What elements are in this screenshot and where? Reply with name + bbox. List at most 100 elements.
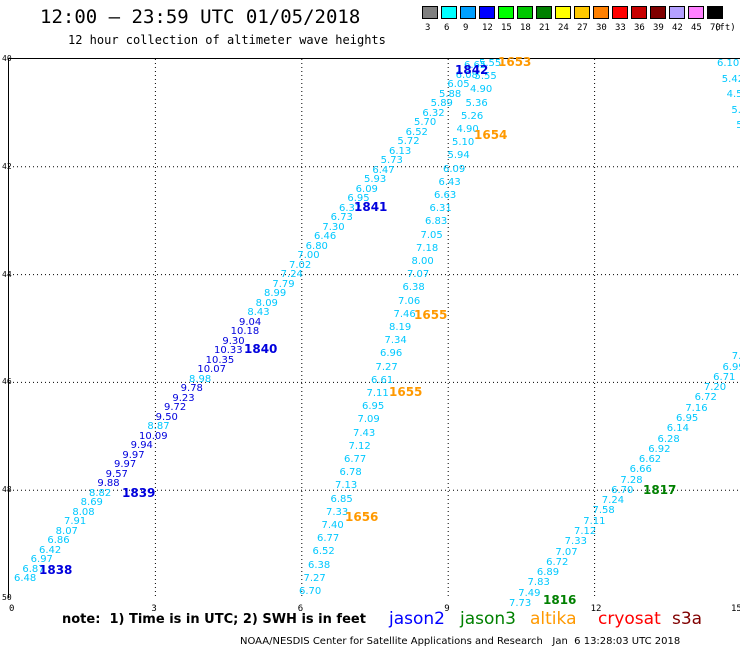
wave-height-label: 6.71 xyxy=(713,371,736,383)
pass-number-label: 1654 xyxy=(474,128,508,142)
wave-height-label: 9.88 xyxy=(97,478,120,489)
wave-height-label: 7.83 xyxy=(527,577,550,589)
wave-height-label: 8.43 xyxy=(247,307,270,318)
wave-height-label: 6.73 xyxy=(330,212,353,223)
wave-height-label: 5.55 xyxy=(479,58,502,69)
wave-height-label: 7.07 xyxy=(407,269,430,281)
wave-height-label: 7.83 xyxy=(731,351,740,363)
wave-height-label: 7.11 xyxy=(366,388,389,399)
longitude-tick-label: 3 xyxy=(151,604,157,614)
wave-height-label: 6.95 xyxy=(362,401,385,413)
pass-number-label: 1841 xyxy=(354,200,388,214)
wave-height-label: 6.95 xyxy=(347,193,370,204)
scale-swatch xyxy=(498,6,514,19)
wave-height-label: 6.08 xyxy=(455,69,478,81)
wave-height-label: 6.14 xyxy=(666,423,690,435)
wave-height-label: 6.80 xyxy=(305,240,328,252)
scale-swatch xyxy=(517,6,533,19)
wave-height-label: 10.33 xyxy=(214,345,243,356)
wave-height-label: 9.57 xyxy=(105,468,128,480)
latitude-tick-label: 40 xyxy=(2,54,12,63)
legend-cryosat: cryosat xyxy=(598,609,661,629)
wave-height-label: 5.73 xyxy=(380,155,403,166)
wave-height-label: 10.18 xyxy=(230,326,260,337)
wave-height-label: 9.94 xyxy=(130,440,153,451)
scale-label: 6 xyxy=(444,23,450,33)
wave-height-label: 7.33 xyxy=(564,536,587,548)
scale-swatch xyxy=(555,6,571,19)
scale-swatch xyxy=(612,6,628,19)
wave-height-label: 8.69 xyxy=(80,497,103,508)
wave-height-label: 6.63 xyxy=(434,190,457,201)
wave-height-label: 5.89 xyxy=(430,98,453,109)
longitude-tick-label: 9 xyxy=(444,604,450,614)
scale-label: 36 xyxy=(634,23,645,33)
wave-height-label: 10.35 xyxy=(205,354,235,366)
wave-height-label: 6.70 xyxy=(299,586,322,597)
latitude-tick-label: 46 xyxy=(2,377,12,387)
wave-height-label: 6.89 xyxy=(536,567,560,579)
latitude-tick-label: 42 xyxy=(2,161,12,171)
legend-s3a: s3a xyxy=(672,609,703,629)
wave-height-label: 6.87 xyxy=(22,563,45,575)
wave-height-label: 7.12 xyxy=(573,526,597,538)
wave-height-label: 5.26 xyxy=(461,110,484,122)
wave-height-label: 9.78 xyxy=(180,383,203,394)
scale-label: 3 xyxy=(425,23,431,33)
latitude-tick-label: 48 xyxy=(2,485,12,495)
pass-number-label: 1838 xyxy=(39,563,73,577)
wave-height-label: 7.43 xyxy=(353,427,376,439)
wave-height-label: 7.05 xyxy=(420,229,443,241)
scale-label: 27 xyxy=(577,23,588,33)
wave-height-label: 7.24 xyxy=(601,495,625,507)
wave-height-label: 6.78 xyxy=(339,467,362,479)
scale-swatch xyxy=(688,6,704,19)
wave-height-label: 7.46 xyxy=(393,308,416,320)
scale-swatch xyxy=(422,6,438,19)
wave-height-label: 9.30 xyxy=(222,335,245,347)
scale-label: 39 xyxy=(653,23,664,33)
wave-height-label: 7.09 xyxy=(357,414,380,426)
wave-height-label: 8.09 xyxy=(255,297,278,309)
wave-height-label: 7.07 xyxy=(555,546,578,558)
scale-swatch xyxy=(441,6,457,19)
longitude-tick-label: 6 xyxy=(297,604,304,614)
wave-height-label: 5.10 xyxy=(452,137,475,149)
footer-credit: NOAA/NESDIS Center for Satellite Applica… xyxy=(240,636,681,647)
legend-jason2: jason2 xyxy=(389,609,445,629)
wave-height-label: 6.09 xyxy=(355,183,378,195)
wave-height-label: 7.73 xyxy=(509,598,532,609)
wave-height-label: 8.19 xyxy=(389,322,412,333)
wave-height-label: 5.5 xyxy=(731,104,740,116)
wave-height-label: 7.49 xyxy=(518,587,541,599)
wave-height-label: 6.09 xyxy=(443,163,466,175)
wave-height-label: 7.28 xyxy=(620,474,643,486)
wave-height-label: 6.99 xyxy=(722,361,740,373)
pass-number-label: 1840 xyxy=(244,342,278,356)
wave-height-label: 6.97 xyxy=(30,554,53,565)
wave-height-label: 5.88 xyxy=(439,88,462,100)
wave-height-label: 5.93 xyxy=(364,174,387,185)
wave-height-label: 6.52 xyxy=(405,126,428,138)
pass-number-label: 1655 xyxy=(389,385,423,399)
wave-height-label: 5.70 xyxy=(414,117,437,128)
scale-swatch xyxy=(650,6,666,19)
wave-height-label: 9.04 xyxy=(239,316,262,328)
wave-height-label: 6.13 xyxy=(389,145,412,157)
wave-height-label: 9.72 xyxy=(164,402,187,413)
wave-height-label: 4.90 xyxy=(456,124,479,135)
wave-height-label: 7.33 xyxy=(326,506,349,518)
scale-label: 33 xyxy=(615,23,626,33)
longitude-tick-label: 0 xyxy=(9,604,15,614)
scale-swatch xyxy=(574,6,590,19)
wave-height-label: 7.34 xyxy=(384,335,407,347)
wave-height-label: 6.61 xyxy=(371,374,394,386)
wave-height-label: 6.05 xyxy=(447,79,470,90)
wave-height-label: 8.82 xyxy=(89,487,112,499)
wave-height-label: 8.08 xyxy=(72,506,95,518)
wave-height-label: 7.40 xyxy=(321,520,344,531)
wave-height-label: 8.00 xyxy=(411,256,434,267)
wave-height-label: 5.55 xyxy=(474,71,497,83)
wave-height-label: 9.97 xyxy=(122,449,145,461)
wave-height-label: 7.27 xyxy=(375,361,398,373)
